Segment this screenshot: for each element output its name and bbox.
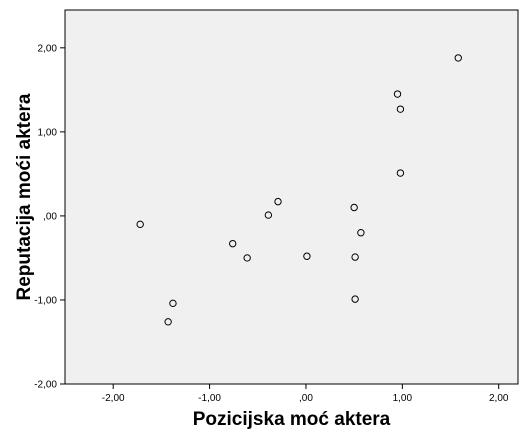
y-axis-title: Reputacija moći aktera [14, 93, 35, 300]
data-point [357, 229, 365, 237]
y-tick-label: -1,00 [34, 295, 57, 306]
data-point [264, 211, 273, 219]
data-points [136, 54, 462, 326]
data-point [454, 54, 462, 62]
data-point [136, 220, 144, 229]
data-point [274, 197, 282, 206]
y-tick-label: -2,00 [34, 380, 57, 391]
data-point [351, 295, 359, 303]
x-tick-label: -2,00 [102, 393, 125, 404]
x-tick-label: 2,00 [489, 393, 509, 404]
x-tick-label: 1,00 [393, 393, 413, 404]
data-point [350, 203, 358, 212]
data-point [396, 105, 405, 113]
data-point [164, 318, 172, 326]
y-tick-label: 2,00 [38, 43, 58, 54]
x-tick-label: ,00 [299, 393, 313, 404]
data-point [393, 90, 402, 98]
x-axis: -2,00 -1,00 ,00 1,00 2,00 [102, 384, 509, 404]
data-point [169, 299, 177, 308]
data-point [243, 254, 251, 262]
data-point [303, 252, 311, 260]
y-axis: -2,00 -1,00 ,00 1,00 2,00 [34, 43, 65, 391]
x-axis-title: Pozicijska moć aktera [193, 409, 391, 430]
data-point [396, 169, 405, 177]
data-point [229, 239, 237, 248]
y-tick-label: 1,00 [38, 127, 58, 138]
data-point [351, 253, 359, 261]
x-tick-label: -1,00 [198, 393, 221, 404]
y-tick-label: ,00 [43, 211, 57, 222]
plot-area [64, 9, 519, 385]
